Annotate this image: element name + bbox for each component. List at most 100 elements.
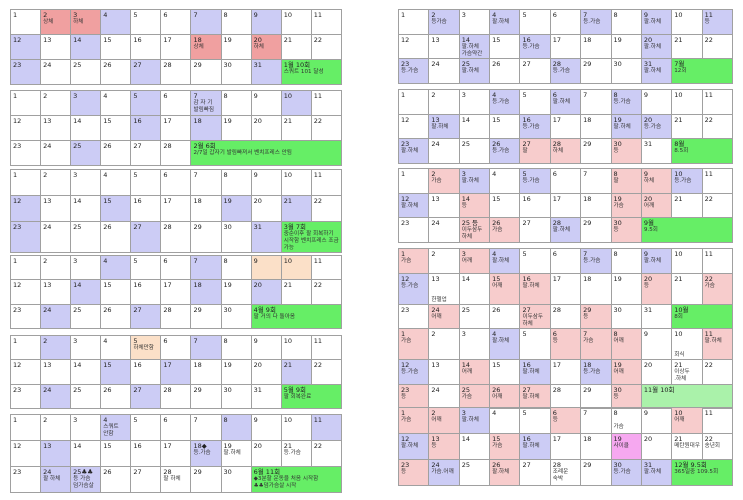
day-number: 7월 <box>674 60 685 69</box>
day-cell: 23 <box>9 221 42 253</box>
day-note: 365일중 109.5회 <box>674 469 719 475</box>
day-number: 8 <box>613 250 618 258</box>
day-cell: 16 팔.하체 <box>519 433 551 460</box>
day-number: 7 <box>583 11 588 19</box>
day-cell: 28 <box>160 221 192 253</box>
day-number: 5 <box>522 409 527 417</box>
monthly-summary-cell: 11월 10회 <box>640 383 733 410</box>
day-cell: 25 <box>458 459 491 486</box>
day-cell: 8 <box>220 90 252 116</box>
day-cell: 19 <box>220 195 252 222</box>
day-number: 1 <box>401 11 406 19</box>
day-cell: 2 상체 <box>40 9 72 35</box>
day-number: 2 <box>43 337 48 345</box>
day-note: 팔 거의 다 돌아옴 <box>253 313 295 320</box>
day-note: 등.가슴 <box>613 99 631 105</box>
day-cell: 5 <box>130 90 162 116</box>
month-calendar: 1 2 등가슴 3 4 팔.하체 5 6 7 등.가슴 8 9 팔.하체 10 11 등 12 13 14 팔.하체 … <box>397 9 733 84</box>
day-number: 28 <box>163 385 172 394</box>
day-number: 22 <box>704 194 713 203</box>
day-number: 12 <box>401 35 410 44</box>
day-cell: 22 가슴 <box>701 272 733 305</box>
day-number: 20 <box>253 36 262 44</box>
day-number: 6 <box>552 409 557 417</box>
day-number: 27 <box>522 219 531 228</box>
day-number: 18 <box>583 274 592 283</box>
day-number: 18 <box>193 36 202 44</box>
day-cell: 28 등.가슴 <box>549 58 582 84</box>
day-note: 등.가슴 <box>522 178 540 184</box>
day-number: 11 <box>704 330 713 338</box>
day-number: 29 <box>193 305 202 314</box>
day-note: 가슴 <box>583 338 594 344</box>
day-number: 10 <box>674 170 683 178</box>
day-cell: 6 <box>160 254 192 281</box>
day-cell: 25 <box>458 138 491 164</box>
day-number: 30 <box>613 219 622 228</box>
day-number: 18 <box>193 361 202 370</box>
day-note: 중순이후 팔 회복하기 시작함 벤치프레스 조금 가능 <box>283 231 339 251</box>
day-cell: 7 <box>580 407 612 434</box>
day-note: 팔 회복완료 <box>283 393 312 400</box>
day-cell: 14 <box>458 113 491 140</box>
day-number: 26 <box>492 461 501 469</box>
day-number: 28 <box>163 223 172 231</box>
day-number: 10 <box>283 92 292 100</box>
day-number: 3 <box>73 416 78 424</box>
day-number: 14 <box>461 274 470 283</box>
day-note: 어깨 <box>643 202 655 209</box>
day-cell: 19 <box>220 34 252 60</box>
monthly-summary-cell: 10월 8회 <box>671 303 733 330</box>
day-number: 5 <box>133 92 138 100</box>
day-cell: 11 등 <box>701 9 733 35</box>
day-number: 17 <box>163 117 172 125</box>
day-cell: 10 <box>671 248 703 274</box>
day-cell: 1 <box>9 90 42 116</box>
day-number: 25 <box>73 385 82 394</box>
day-number: 6 <box>552 250 557 258</box>
month-calendar: 1 가슴 2 어깨 3 팔.하체 4 5 6 등 7 8 가슴 9 10 어깨 11 12 팔.하체 13 등 14 15… <box>397 407 733 486</box>
day-note: 팔 <box>522 148 528 155</box>
day-cell: 6 <box>549 9 582 35</box>
day-cell: 8 <box>220 254 252 281</box>
day-number: 19 <box>223 117 232 125</box>
day-note: 가슴 <box>704 282 715 289</box>
day-number: 12 <box>13 197 22 205</box>
day-number: 17 <box>163 197 172 205</box>
day-cell: 24 <box>428 58 460 84</box>
day-number: 26 <box>492 385 501 394</box>
day-number: 30 <box>613 140 622 149</box>
day-number: 7 <box>583 250 588 258</box>
day-cell: 14 어깨 <box>458 359 491 385</box>
day-note: 등.가슴 <box>492 148 510 155</box>
week-row: 1 2 가슴 3 팔.하체 4 5 등.가슴 6 7 8 팔 9 하체 10 등.가슴 11 <box>397 168 733 194</box>
day-cell: 4 팔.하체 <box>489 328 521 360</box>
day-number: 8 <box>613 170 618 178</box>
day-number: 27 <box>133 305 142 314</box>
day-cell: 14 팔.하체 가슴약간 <box>458 33 491 60</box>
day-number: 3 <box>73 257 78 265</box>
day-cell: 26 <box>489 58 521 84</box>
day-number: 22 <box>313 197 323 205</box>
day-cell: 2 <box>40 414 72 441</box>
day-number: 13 <box>43 281 52 290</box>
day-cell: 16 <box>130 359 162 385</box>
week-row: 23 24 어깨 25 26 27 이두삼두 하체 28 29 등 30 31 10월 8회 <box>397 303 733 330</box>
day-number: 10월 <box>674 305 689 314</box>
day-number: 20 <box>643 194 653 203</box>
day-cell: 17 <box>549 33 582 60</box>
day-note: 팔.하체 <box>492 469 510 475</box>
day-cell: 13 <box>428 192 460 219</box>
week-row: 1 가슴 2 3 어깨 4 팔.하체 5 6 7 등.가슴 8 9 팔.하체 10 11 <box>397 248 733 274</box>
day-number: 25 <box>73 223 82 231</box>
day-number: 14 <box>73 117 82 125</box>
week-row: 12 13 14 15 16 17 18 19 20 21 22 <box>9 359 342 385</box>
day-note: 어깨 <box>674 417 685 423</box>
day-number: 14 <box>73 361 82 370</box>
day-cell: 5 등.가슴 <box>519 168 551 194</box>
day-note: 등.가슴 <box>583 258 601 264</box>
day-cell: 9 팔.하체 <box>640 248 673 274</box>
day-cell: 6 <box>160 9 192 35</box>
day-cell: 21 <box>671 33 703 60</box>
month-calendar: 1 2 3 4 등.가슴 5 6 팔.하체 7 8 등.가슴 9 10 11 12 13 팔.하체 14 15 16 등… <box>397 89 733 164</box>
